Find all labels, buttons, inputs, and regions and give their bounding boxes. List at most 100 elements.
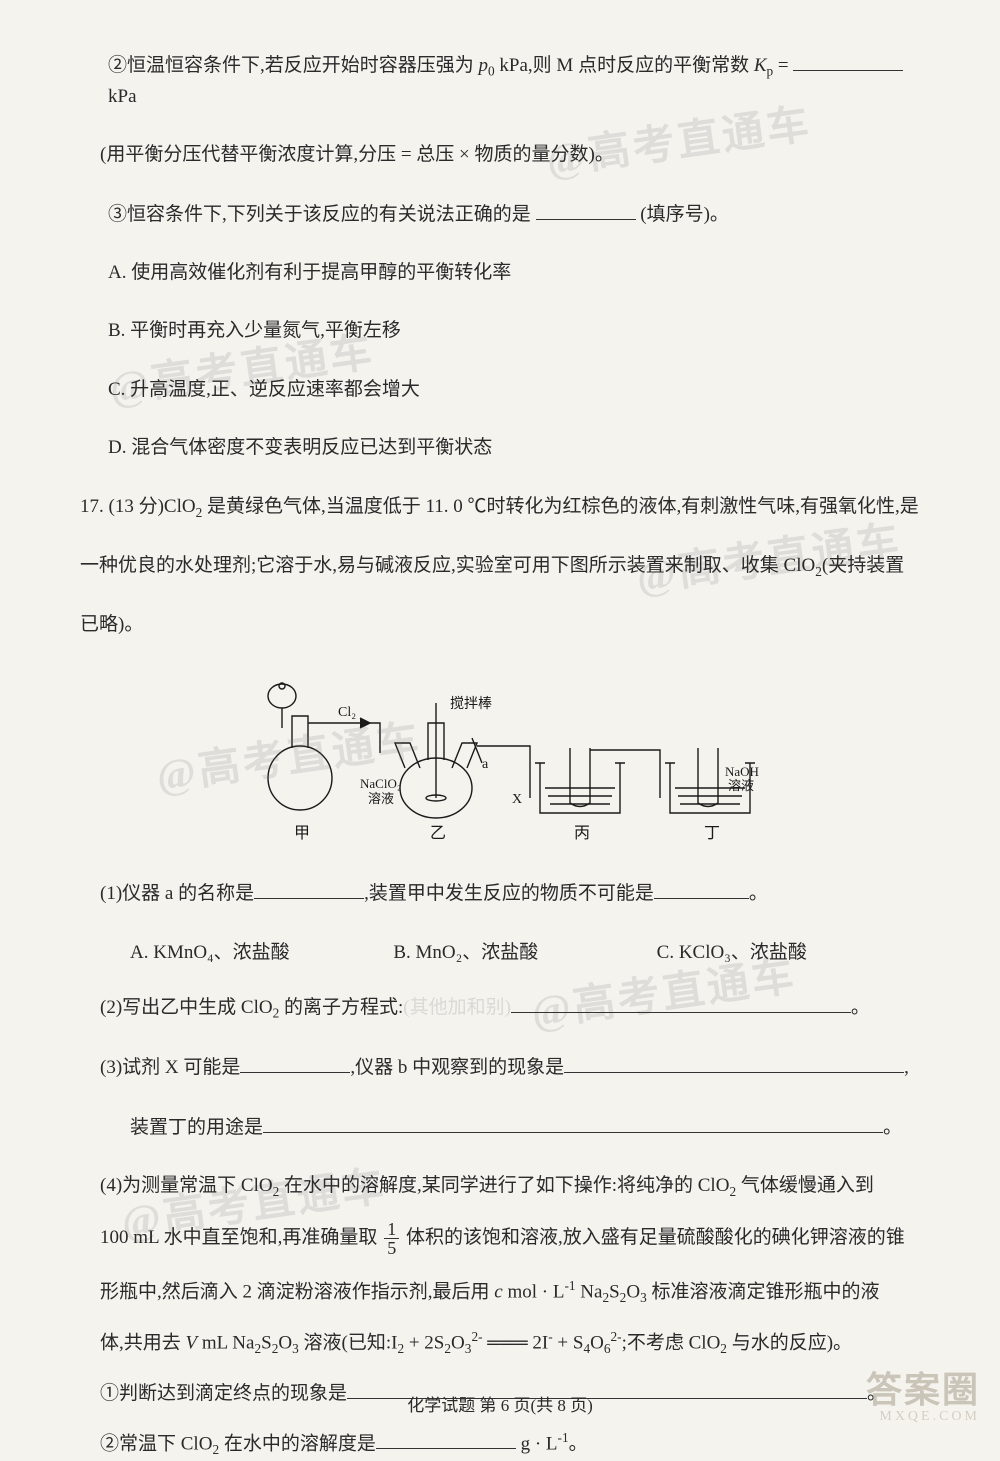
var-p: p [479, 55, 489, 76]
text: 。 [851, 997, 870, 1018]
text: ②恒温恒容条件下,若反应开始时容器压强为 [108, 55, 479, 76]
q17-sub4-line2: 100 mL 水中直至饱和,再准确量取 15 体积的该饱和溶液,放入盛有足量硫酸… [100, 1220, 920, 1257]
text: O [451, 1333, 465, 1354]
q16-option-c: C. 升高温度,正、逆反应速率都会增大 [100, 375, 920, 405]
label-naoh-sol: 溶液 [728, 778, 754, 793]
text: 在水中的溶解度,某同学进行了如下操作:将纯净的 ClO [279, 1175, 729, 1196]
answer-blank [564, 1052, 904, 1073]
text: 是黄绿色气体,当温度低于 11. 0 ℃时转化为红棕色的液体,有刺激性气味,有强… [202, 496, 919, 517]
sup: -1 [564, 1278, 575, 1293]
option-b: B. MnO₂、浓盐酸 [393, 937, 656, 964]
text: S [609, 1281, 620, 1302]
numerator: 1 [384, 1220, 399, 1239]
q16-option-a: A. 使用高效催化剂有利于提高甲醇的平衡转化率 [100, 258, 920, 288]
q17-sub4-line4: 体,共用去 V mL Na2S2O3 溶液(已知:I2 + 2S2O32- ══… [100, 1326, 920, 1359]
text: 气体缓慢通入到 [736, 1175, 874, 1196]
text: O [626, 1281, 640, 1302]
text: mol · L [503, 1281, 565, 1302]
text: (填序号)。 [636, 204, 729, 225]
q17-sub4-q2: ②常温下 ClO2 在水中的溶解度是 g · L-1。 [100, 1427, 920, 1460]
text: 100 mL 水中直至饱和,再准确量取 [100, 1227, 382, 1248]
answer-blank [654, 878, 749, 899]
q17-header-line3: 已略)。 [80, 610, 920, 640]
text: ;不考虑 ClO [622, 1333, 721, 1354]
sup: 2- [471, 1329, 482, 1344]
q16-part2-line1: ②恒温恒容条件下,若反应开始时容器压强为 p0 kPa,则 M 点时反应的平衡常… [100, 50, 920, 112]
sub: 6 [604, 1342, 611, 1357]
text: 。 [569, 1433, 588, 1454]
q17-header-line2: 一种优良的水处理剂;它溶于水,易与碱液反应,实验室可用下图所示装置来制取、收集 … [80, 551, 920, 582]
text: (1)仪器 a 的名称是 [100, 883, 254, 904]
sub: 3 [292, 1342, 299, 1357]
text: 标准溶液滴定锥形瓶中的液 [647, 1281, 880, 1302]
text: kPa [108, 86, 137, 107]
answer-blank [536, 199, 636, 220]
text: , [904, 1057, 909, 1078]
option-c: C. KClO₃、浓盐酸 [657, 937, 920, 964]
q16-option-d: D. 混合气体密度不变表明反应已达到平衡状态 [100, 433, 920, 463]
label-stirrer: 搅拌棒 [450, 696, 492, 712]
ghost-text: (其他加和别) [403, 997, 511, 1018]
text: 体,共用去 [100, 1333, 186, 1354]
text: 在水中的溶解度是 [219, 1433, 376, 1454]
var-k: K [754, 55, 767, 76]
text: + S [553, 1333, 584, 1354]
q17-sub1: (1)仪器 a 的名称是,装置甲中发生反应的物质不可能是。 [100, 878, 920, 909]
text: 。 [883, 1117, 902, 1138]
q17-header-line1: 17. (13 分)ClO2 是黄绿色气体,当温度低于 11. 0 ℃时转化为红… [80, 492, 920, 523]
sub: 3 [640, 1290, 647, 1305]
text: 装置丁的用途是 [130, 1117, 263, 1138]
label-x: X [512, 792, 522, 807]
text: 溶液(已知:I [299, 1333, 398, 1354]
text: + 2S [404, 1333, 444, 1354]
text: ②常温下 ClO [100, 1433, 212, 1454]
text: ═══ 2I [483, 1333, 549, 1354]
text: = [773, 55, 793, 76]
label-ding: 丁 [704, 825, 720, 842]
answer-blank [254, 878, 364, 899]
text: Na [576, 1281, 603, 1302]
sub: 2 [212, 1442, 219, 1457]
sup: -1 [558, 1430, 569, 1445]
question-number: 17. (13 分) [80, 496, 164, 517]
label-naclo2: NaClO₂ [360, 776, 401, 791]
label-cl2: Cl₂ [338, 705, 356, 720]
text: 一种优良的水处理剂;它溶于水,易与碱液反应,实验室可用下图所示装置来制取、收集 … [80, 555, 815, 576]
sup: 2- [611, 1329, 622, 1344]
text: ,装置甲中发生反应的物质不可能是 [364, 883, 654, 904]
var-c: c [494, 1281, 502, 1302]
text: ,仪器 b 中观察到的现象是 [350, 1057, 564, 1078]
text: g · L [516, 1433, 558, 1454]
text: (3)试剂 X 可能是 [100, 1057, 240, 1078]
denominator: 5 [384, 1239, 399, 1257]
answer-blank [376, 1429, 516, 1450]
answer-blank [263, 1112, 883, 1133]
q17-sub4-line3: 形瓶中,然后滴入 2 滴淀粉溶液作指示剂,最后用 c mol · L-1 Na2… [100, 1275, 920, 1308]
sub: 0 [488, 64, 495, 79]
text: mL Na [197, 1333, 254, 1354]
answer-blank [793, 50, 903, 71]
q16-option-b: B. 平衡时再充入少量氮气,平衡左移 [100, 316, 920, 346]
page-footer: 化学试题 第 6 页(共 8 页) [0, 1391, 1000, 1416]
apparatus-diagram: Cl₂ 搅拌棒 a NaClO₂ 溶液 X [100, 668, 920, 853]
text: O [590, 1333, 604, 1354]
text: ClO [164, 496, 196, 517]
diagram-svg: Cl₂ 搅拌棒 a NaClO₂ 溶液 X [230, 668, 790, 848]
label-naclo2-sol: 溶液 [368, 791, 394, 806]
text: (4)为测量常温下 ClO [100, 1175, 273, 1196]
option-a: A. KMnO₄、浓盐酸 [130, 937, 393, 964]
sub: 2 [815, 563, 822, 578]
corner-watermark: 答案圈 [866, 1361, 980, 1413]
q17-sub1-options: A. KMnO₄、浓盐酸 B. MnO₂、浓盐酸 C. KClO₃、浓盐酸 [100, 937, 920, 964]
label-yi: 乙 [430, 825, 446, 842]
text: 体积的该饱和溶液,放入盛有足量硫酸酸化的碘化钾溶液的锥 [401, 1227, 905, 1248]
label-jia: 甲 [294, 825, 310, 842]
fraction: 15 [384, 1220, 399, 1257]
q17-sub3-line2: 装置丁的用途是 。 [100, 1112, 920, 1143]
text: (夹持装置 [822, 555, 904, 576]
answer-blank [511, 992, 851, 1013]
sub: 2 [720, 1342, 727, 1357]
text: (2)写出乙中生成 ClO [100, 997, 273, 1018]
label-bing: 丙 [574, 825, 590, 842]
q16-part3: ③恒容条件下,下列关于该反应的有关说法正确的是 (填序号)。 [100, 199, 920, 230]
